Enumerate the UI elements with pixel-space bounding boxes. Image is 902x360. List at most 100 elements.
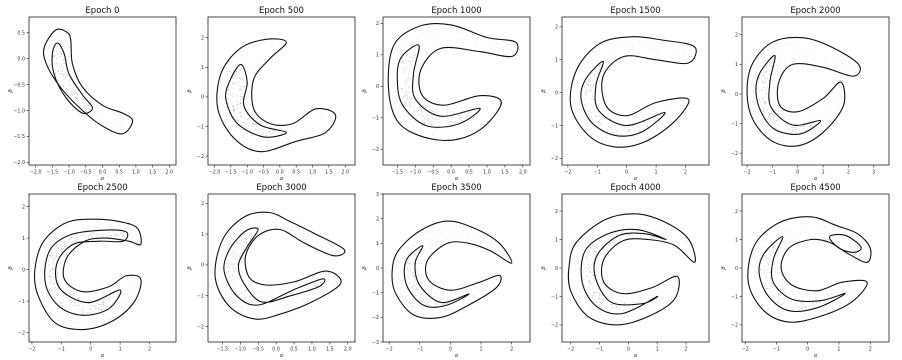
sample-point: [605, 236, 607, 238]
sample-point: [226, 257, 228, 259]
sample-point: [93, 232, 95, 234]
sample-point: [258, 291, 260, 293]
sample-point: [613, 292, 615, 294]
sample-point: [405, 84, 407, 87]
sample-point: [245, 289, 247, 291]
sample-point: [822, 130, 824, 132]
sample-point: [786, 306, 788, 308]
y-tick-label: 0.0: [17, 56, 25, 62]
sample-point: [64, 243, 66, 245]
sample-point: [412, 285, 414, 287]
sample-point: [409, 46, 411, 48]
sample-point: [311, 239, 313, 241]
sample-point: [334, 281, 336, 283]
sample-point: [600, 49, 602, 51]
sample-point: [281, 42, 283, 44]
sample-point: [803, 70, 805, 72]
sample-point: [669, 117, 671, 118]
x-tick-label: 0.0: [272, 347, 280, 353]
sample-point: [220, 81, 222, 83]
sample-point: [782, 69, 784, 71]
sample-point: [408, 87, 410, 89]
sample-point: [473, 294, 475, 296]
sample-point: [220, 279, 222, 281]
sample-point: [232, 275, 234, 277]
sample-point: [765, 71, 767, 73]
sample-point: [677, 243, 679, 245]
sample-point: [588, 84, 590, 86]
y-tick-label: 0: [735, 92, 738, 98]
sample-point: [485, 285, 487, 287]
subplot-title: Epoch 500: [259, 6, 304, 16]
sample-point: [590, 271, 592, 273]
sample-point: [117, 222, 119, 224]
sample-point: [611, 304, 613, 306]
sample-point: [45, 96, 46, 97]
y-tick-label: −2: [551, 323, 558, 329]
sample-point: [657, 301, 659, 303]
sample-point: [84, 107, 86, 109]
sample-point: [44, 258, 46, 260]
sample-point: [429, 299, 431, 301]
sample-point: [798, 299, 800, 301]
sample-point: [773, 56, 775, 58]
sample-point: [625, 127, 627, 129]
sample-point: [838, 108, 840, 110]
sample-point: [51, 37, 52, 39]
sample-point: [586, 257, 588, 260]
sample-point: [648, 49, 650, 51]
sample-point: [114, 309, 116, 311]
sample-point: [237, 103, 239, 105]
sample-point: [63, 62, 65, 64]
sample-point: [236, 119, 238, 121]
sample-point: [445, 310, 447, 312]
sample-point: [620, 232, 622, 234]
sample-point: [794, 293, 796, 295]
sample-point: [795, 296, 797, 298]
plot-area: [42, 28, 134, 135]
sample-point: [572, 107, 574, 109]
sample-point: [226, 271, 228, 274]
sample-point: [585, 68, 587, 69]
sample-point: [678, 112, 679, 114]
sample-point: [410, 56, 412, 58]
sample-point: [92, 305, 94, 307]
sample-point: [826, 101, 828, 103]
sample-point: [236, 95, 238, 97]
sample-point: [85, 233, 87, 235]
sample-point: [125, 127, 127, 129]
sample-point: [53, 283, 55, 285]
sample-point: [623, 129, 625, 131]
sample-point: [59, 40, 61, 42]
sample-point: [57, 70, 60, 72]
sample-point: [55, 245, 57, 247]
sample-point: [431, 33, 433, 35]
sample-point: [762, 72, 764, 74]
sample-point: [410, 102, 412, 104]
sample-point: [633, 52, 635, 53]
sample-point: [237, 77, 239, 79]
sample-point: [610, 238, 612, 240]
sample-point: [459, 117, 461, 119]
sample-point: [289, 140, 291, 141]
sample-point: [460, 225, 461, 227]
sample-point: [413, 111, 416, 113]
sample-point: [630, 136, 632, 138]
sample-point: [240, 88, 242, 90]
sample-point: [106, 64, 108, 66]
sample-point: [98, 308, 100, 310]
y-tick-label: −2: [372, 147, 379, 153]
sample-point: [763, 75, 765, 77]
sample-point: [250, 296, 252, 298]
sample-point: [589, 280, 591, 282]
sample-point: [611, 124, 614, 126]
sample-point: [630, 123, 632, 125]
sample-point: [429, 108, 431, 110]
sample-point: [783, 222, 785, 224]
sample-point: [76, 93, 78, 95]
sample-point: [243, 291, 245, 293]
sample-point: [273, 129, 275, 131]
sample-point: [91, 232, 93, 234]
sample-point: [122, 232, 125, 234]
sample-point: [405, 285, 407, 287]
